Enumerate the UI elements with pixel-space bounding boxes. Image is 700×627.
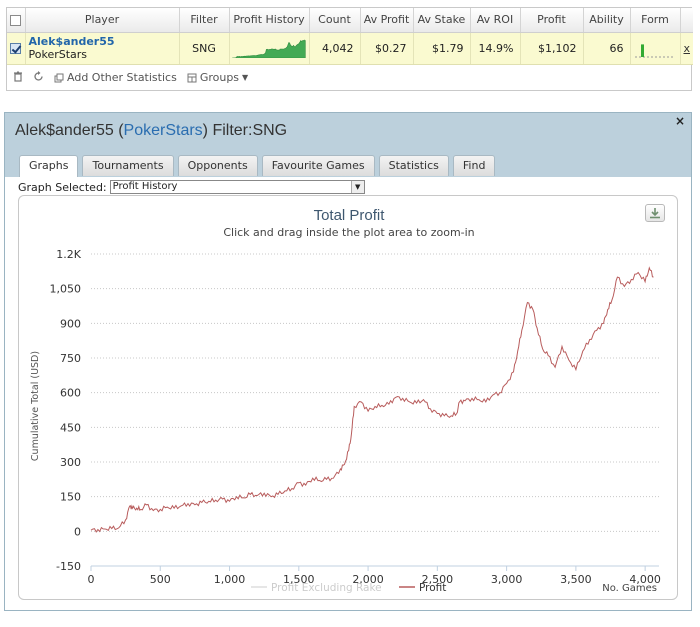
graph-select-value: Profit History bbox=[112, 181, 178, 192]
grid-icon bbox=[187, 73, 197, 82]
export-button[interactable] bbox=[645, 204, 665, 222]
row-checkbox[interactable] bbox=[10, 43, 22, 54]
window-header: Alek$ander55 (PokerStars) Filter:SNG × G… bbox=[5, 113, 691, 177]
stats-toolbar: Add Other Statistics Groups ▼ bbox=[7, 65, 691, 91]
chart-subtitle: Click and drag inside the plot area to z… bbox=[223, 226, 474, 239]
player-cell[interactable]: Alek$ander55 PokerStars bbox=[25, 32, 180, 65]
series-line-profit[interactable] bbox=[90, 266, 654, 533]
table-row[interactable]: Alek$ander55 PokerStars SNG 4,042 $0.27 … bbox=[7, 32, 693, 65]
close-icon[interactable]: × bbox=[674, 114, 685, 128]
filter-cell: SNG bbox=[179, 32, 230, 65]
form-cell bbox=[630, 32, 681, 65]
chart-frame[interactable]: -150 0 150 300 450 600 750 900 1,050 1.2K 0 500 1,00… bbox=[18, 195, 678, 600]
y-tick-label: 450 bbox=[60, 421, 81, 434]
player-stats-table: Player Filter Profit History Count Av Pr… bbox=[7, 8, 693, 65]
refresh-icon[interactable] bbox=[33, 70, 44, 85]
tab-favourite-games[interactable]: Favourite Games bbox=[261, 155, 375, 176]
chevron-down-icon: ▼ bbox=[242, 73, 249, 82]
chevron-down-icon: ▼ bbox=[350, 181, 364, 193]
tab-opponents[interactable]: Opponents bbox=[177, 155, 258, 176]
tab-statistics[interactable]: Statistics bbox=[378, 155, 449, 176]
remove-row-cell[interactable]: x bbox=[680, 32, 693, 65]
tab-tournaments[interactable]: Tournaments bbox=[82, 155, 174, 176]
profit-chart[interactable]: -150 0 150 300 450 600 750 900 1,050 1.2K 0 500 1,00… bbox=[19, 196, 679, 601]
av-roi-cell: 14.9% bbox=[470, 32, 521, 65]
y-tick-label: 600 bbox=[60, 387, 81, 400]
title-site-link[interactable]: PokerStars bbox=[123, 122, 203, 139]
trash-icon[interactable] bbox=[13, 71, 23, 85]
player-graph-window: Alek$ander55 (PokerStars) Filter:SNG × G… bbox=[4, 112, 692, 611]
window-title: Alek$ander55 (PokerStars) Filter:SNG bbox=[15, 122, 288, 139]
y-tick-label: 750 bbox=[60, 352, 81, 365]
y-tick-label: 1.2K bbox=[56, 248, 81, 261]
add-other-statistics-label: Add Other Statistics bbox=[67, 71, 177, 84]
profit-history-sparkline-cell[interactable] bbox=[229, 32, 310, 65]
remove-row-button[interactable]: x bbox=[683, 41, 690, 55]
x-tick-label: 1,000 bbox=[214, 573, 246, 586]
header-select-all[interactable] bbox=[7, 8, 26, 33]
y-axis-title: Cumulative Total (USD) bbox=[30, 351, 41, 461]
title-filter: Filter:SNG bbox=[212, 122, 288, 139]
player-name-link[interactable]: Alek$ander55 bbox=[28, 35, 115, 48]
tab-find[interactable]: Find bbox=[452, 155, 496, 176]
x-tick-label: 2,500 bbox=[422, 573, 454, 586]
profit-cell: $1,102 bbox=[520, 32, 584, 65]
add-other-statistics-button[interactable]: Add Other Statistics bbox=[54, 71, 177, 84]
y-tick-label: 0 bbox=[74, 525, 81, 538]
chart-title: Total Profit bbox=[314, 207, 386, 224]
y-tick-label: 300 bbox=[60, 456, 81, 469]
profit-history-sparkline[interactable] bbox=[232, 38, 306, 58]
groups-label: Groups bbox=[199, 71, 240, 84]
player-site: PokerStars bbox=[28, 48, 88, 61]
x-tick-label: 1,500 bbox=[283, 573, 315, 586]
table-header-row: Player Filter Profit History Count Av Pr… bbox=[7, 8, 693, 33]
groups-dropdown[interactable]: Groups ▼ bbox=[187, 71, 248, 84]
x-tick-label: 4,000 bbox=[629, 573, 661, 586]
header-profit[interactable]: Profit bbox=[520, 8, 584, 33]
y-tick-label: -150 bbox=[56, 560, 81, 573]
header-av-stake[interactable]: Av Stake bbox=[413, 8, 471, 33]
y-tick-label: 1,050 bbox=[50, 283, 82, 296]
header-remove bbox=[680, 8, 693, 33]
av-profit-cell: $0.27 bbox=[360, 32, 414, 65]
select-all-checkbox[interactable] bbox=[10, 14, 22, 26]
x-axis-title: No. Games bbox=[602, 583, 657, 594]
header-av-profit[interactable]: Av Profit bbox=[360, 8, 414, 33]
av-stake-cell: $1.79 bbox=[413, 32, 471, 65]
copy-icon bbox=[54, 73, 64, 82]
legend-item-profit-excluding-rake[interactable]: Profit Excluding Rake bbox=[251, 582, 382, 594]
x-tick-label: 2,000 bbox=[352, 573, 384, 586]
legend-item-profit[interactable]: Profit bbox=[399, 582, 446, 594]
header-player[interactable]: Player bbox=[25, 8, 180, 33]
header-av-roi[interactable]: Av ROI bbox=[470, 8, 521, 33]
legend-label-profit-excluding-rake: Profit Excluding Rake bbox=[271, 582, 382, 594]
legend-label-profit: Profit bbox=[419, 582, 446, 594]
header-count[interactable]: Count bbox=[309, 8, 361, 33]
graph-selected-label: Graph Selected: bbox=[18, 180, 107, 194]
graph-select-row: Graph Selected: Profit History ▼ bbox=[18, 180, 365, 194]
x-tick-label: 500 bbox=[150, 573, 171, 586]
download-icon bbox=[650, 208, 660, 219]
graph-select-dropdown[interactable]: Profit History ▼ bbox=[109, 180, 365, 194]
window-tabs: Graphs Tournaments Opponents Favourite G… bbox=[19, 155, 496, 177]
x-tick-label: 0 bbox=[88, 573, 95, 586]
count-cell: 4,042 bbox=[309, 32, 361, 65]
header-ability[interactable]: Ability bbox=[583, 8, 631, 33]
title-player: Alek$ander55 bbox=[15, 122, 114, 139]
sparkline-area bbox=[232, 39, 306, 58]
y-tick-label: 150 bbox=[60, 491, 81, 504]
ability-cell: 66 bbox=[583, 32, 631, 65]
tab-graphs[interactable]: Graphs bbox=[19, 155, 79, 177]
form-indicator bbox=[635, 44, 675, 58]
header-form[interactable]: Form bbox=[630, 8, 681, 33]
form-bar bbox=[641, 44, 644, 57]
chart-legend: Profit Excluding Rake Profit bbox=[251, 582, 446, 594]
x-tick-label: 3,000 bbox=[491, 573, 523, 586]
x-tick-label: 3,500 bbox=[560, 573, 592, 586]
row-select-cell[interactable] bbox=[7, 32, 26, 65]
player-stats-panel: Player Filter Profit History Count Av Pr… bbox=[6, 7, 693, 91]
header-profit-history[interactable]: Profit History bbox=[229, 8, 310, 33]
y-tick-label: 900 bbox=[60, 317, 81, 330]
header-filter[interactable]: Filter bbox=[179, 8, 230, 33]
